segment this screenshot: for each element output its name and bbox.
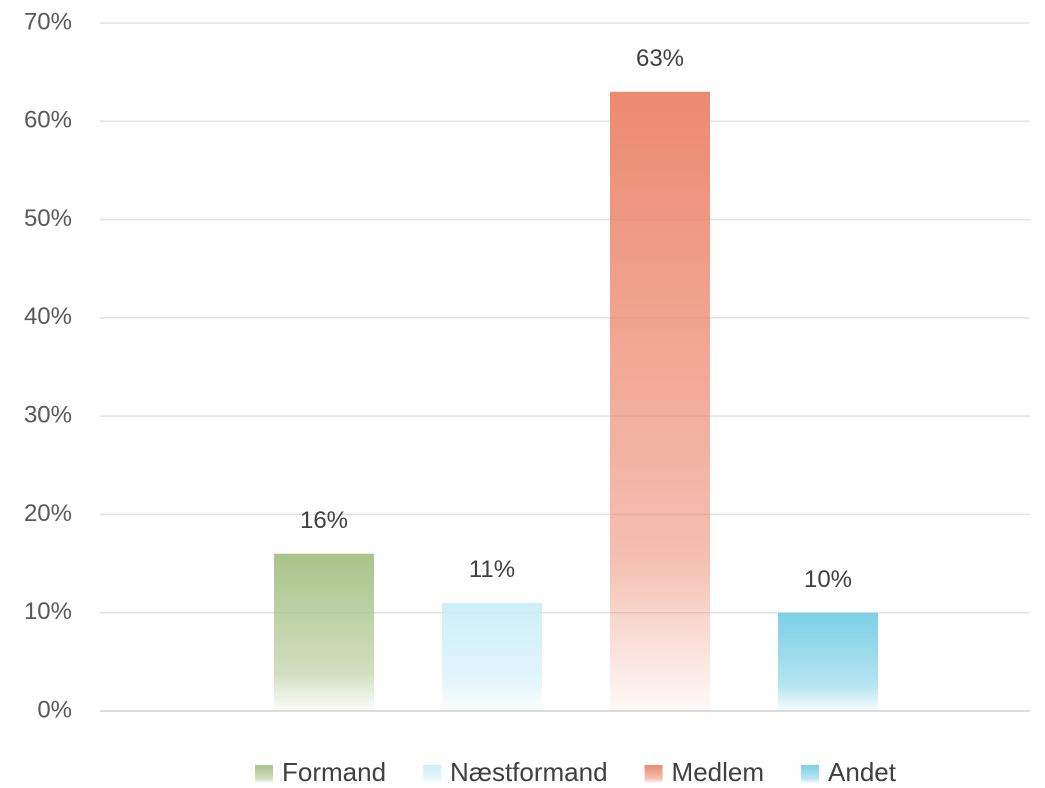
y-tick-label: 10% [24, 598, 72, 625]
legend-label: Formand [282, 757, 386, 787]
y-tick-label: 70% [24, 8, 72, 35]
data-label: 16% [300, 507, 348, 534]
legend-swatch [423, 765, 442, 783]
y-tick-label: 60% [24, 107, 72, 134]
y-tick-label: 0% [37, 696, 72, 723]
data-label: 63% [636, 45, 684, 72]
bar [778, 612, 878, 711]
bar [442, 602, 542, 711]
legend-swatch [255, 765, 274, 783]
y-tick-label: 50% [24, 205, 72, 232]
legend-swatch [644, 765, 663, 783]
data-label: 11% [469, 556, 515, 583]
legend-label: Næstformand [450, 757, 608, 787]
bar [274, 553, 374, 711]
legend-label: Medlem [672, 757, 764, 787]
legend-swatch [801, 765, 820, 783]
y-tick-label: 40% [24, 303, 72, 330]
data-label: 10% [804, 566, 852, 593]
y-tick-label: 30% [24, 401, 72, 428]
legend-label: Andet [828, 757, 897, 787]
y-tick-label: 20% [24, 500, 72, 527]
bar [610, 91, 710, 712]
